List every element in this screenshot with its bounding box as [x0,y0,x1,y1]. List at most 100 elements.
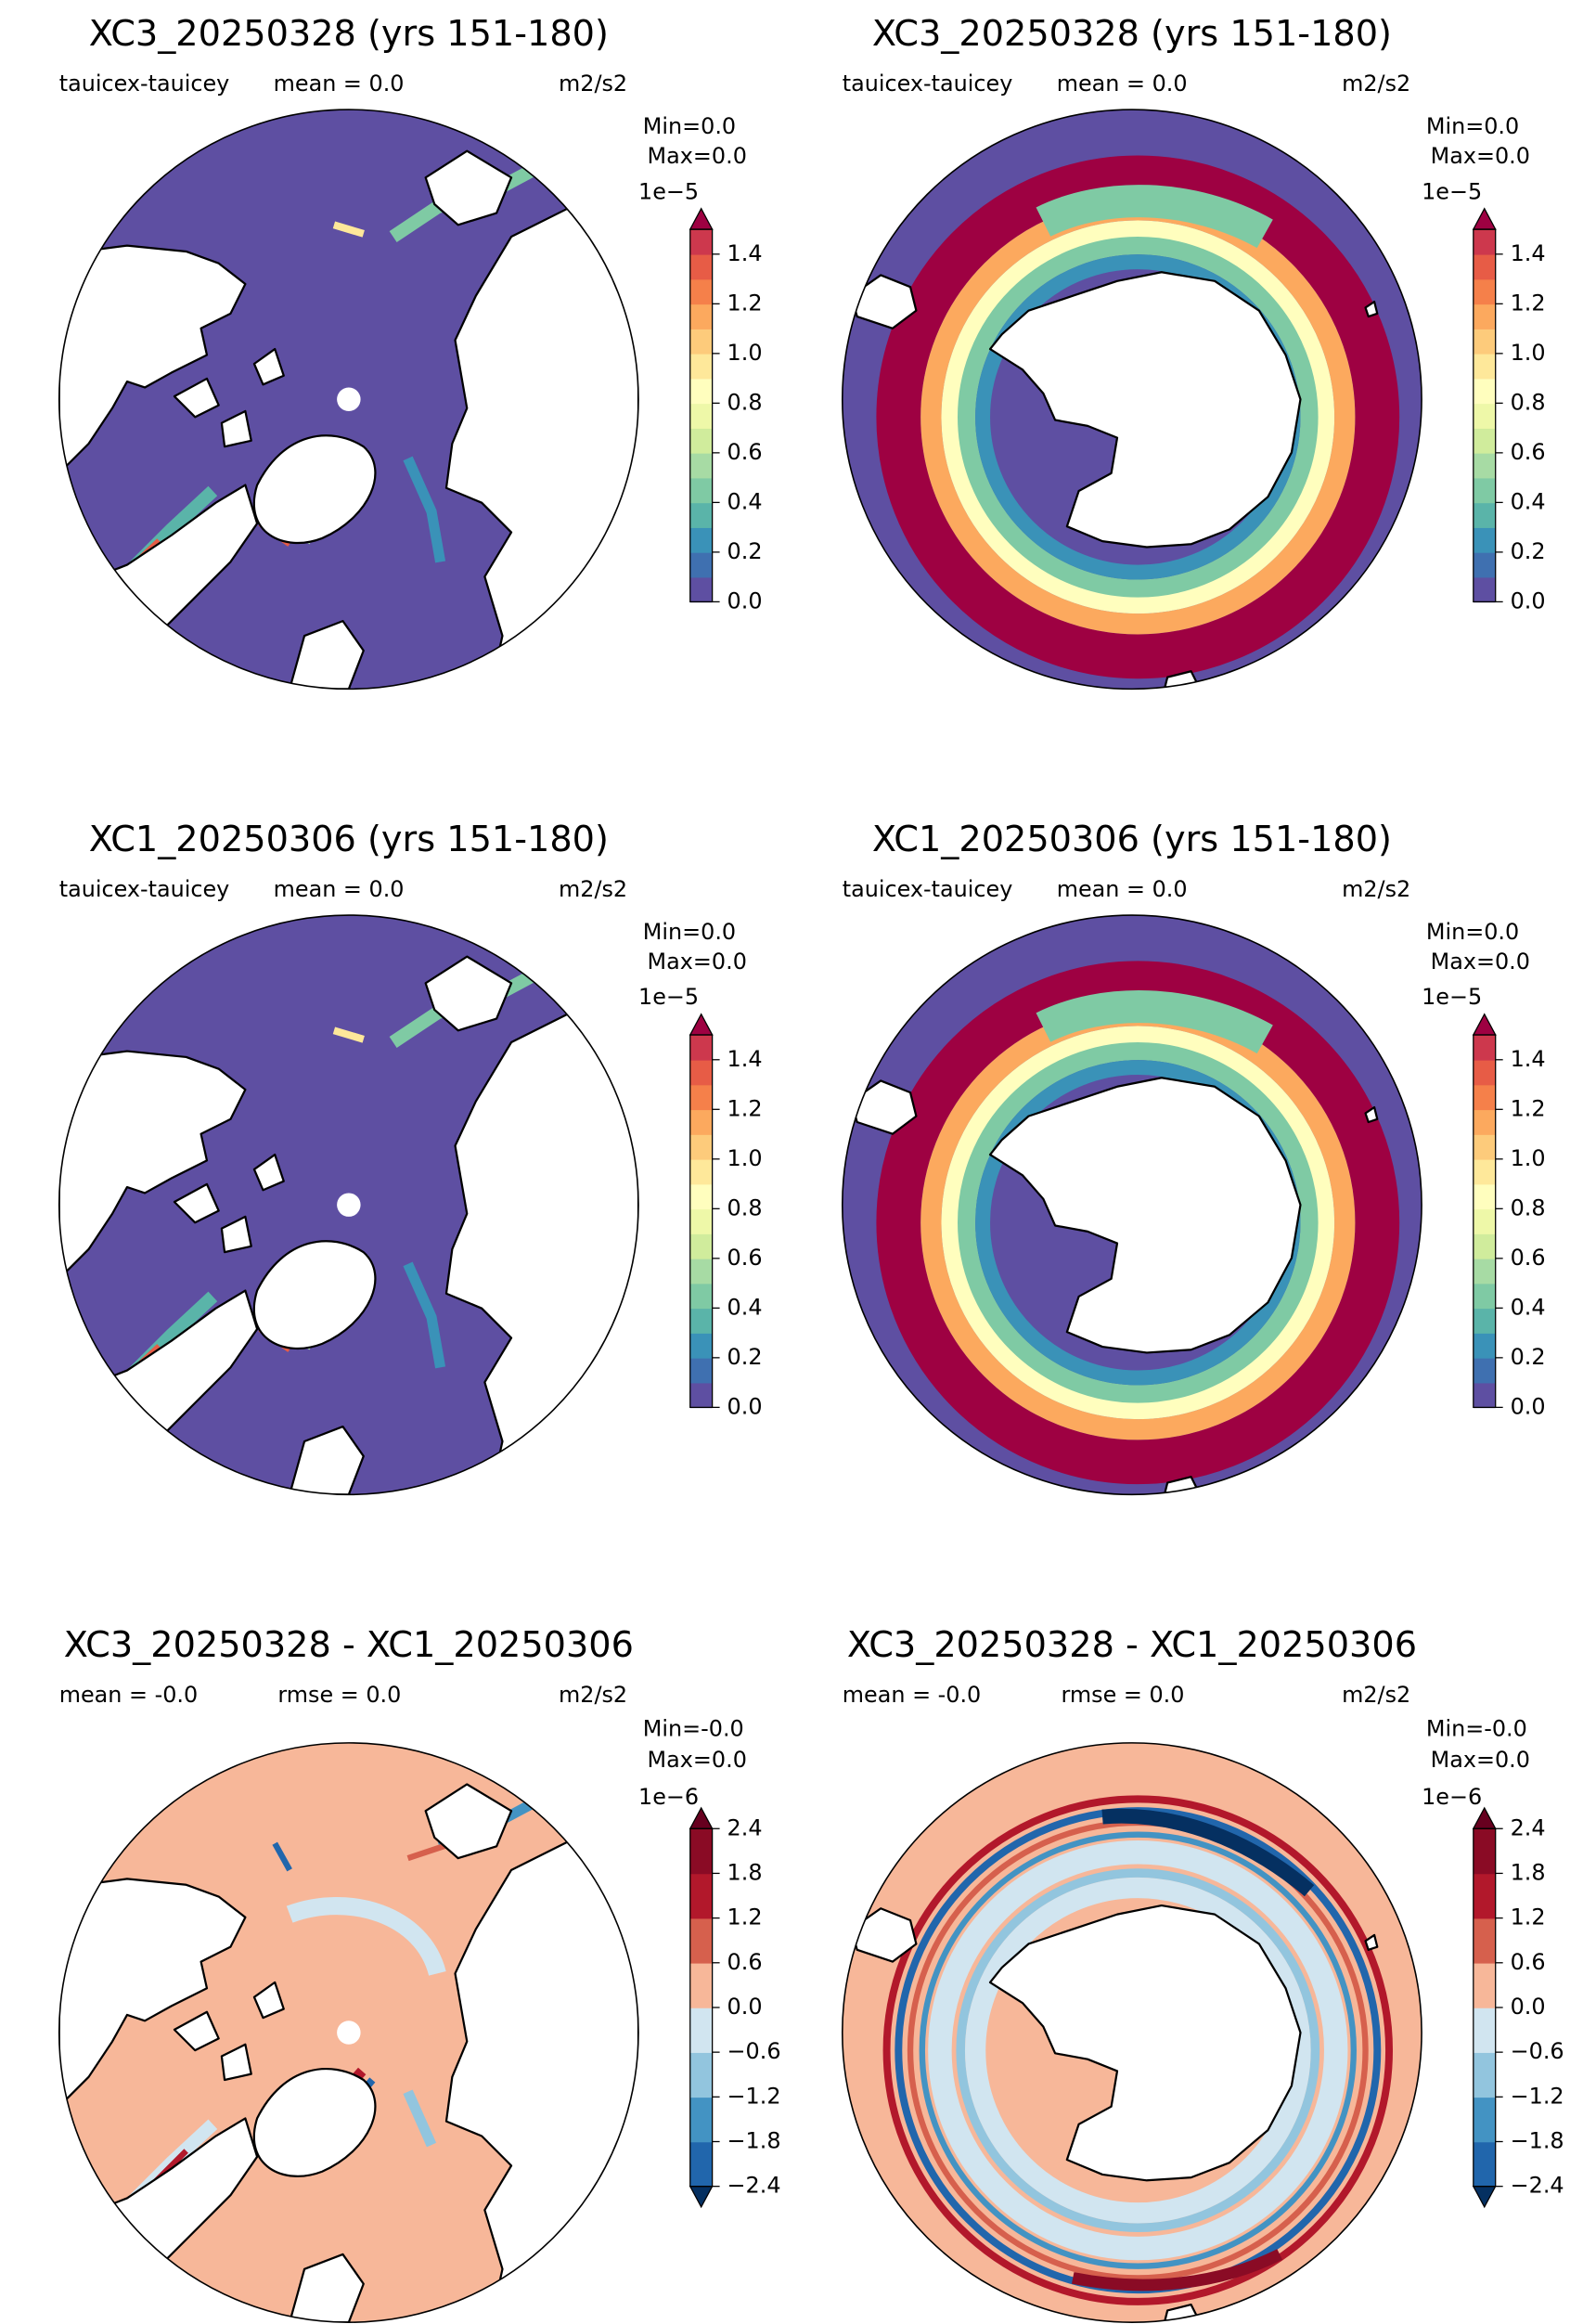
colorbar-tick-label: 0.4 [1511,488,1546,514]
colorbar-band [689,1283,713,1310]
stat-label: rmse = 0.0 [1061,1682,1184,1708]
colorbar-band [689,378,713,405]
colorbar-offset-label: 1e−6 [638,1784,699,1810]
colorbar-tick-label: 0.8 [727,389,763,415]
colorbar-tick-label: 1.4 [727,240,763,266]
colorbar-band [689,1109,713,1135]
polar-map [58,1742,639,2323]
colorbar-band [1473,2097,1496,2143]
colorbar-band [689,428,713,454]
panel: XC1_20250306 (yrs 151-180) tauicex-tauice… [841,820,1546,1496]
colorbar-tick-label: 0.6 [1511,439,1546,465]
colorbar-tick-label: 0.8 [1511,1194,1546,1220]
colorbar-band [1473,2141,1496,2188]
colorbar-tick-label: 0.6 [727,1245,763,1271]
colorbar-extend-max [1472,1806,1497,1829]
panel-title: XC1_20250306 (yrs 151-180) [872,820,1392,860]
colorbar-band [689,576,713,603]
units-label: m2/s2 [1342,71,1410,97]
colorbar-band [689,1962,713,2008]
colorbar-tick-label: 0.2 [727,538,763,564]
colorbar-band [1473,353,1496,380]
min-label: Min=0.0 [1426,113,1519,139]
colorbar-band [1473,502,1496,528]
max-label: Max=0.0 [648,949,747,975]
colorbar-tick-label: −0.6 [727,2038,781,2064]
colorbar-band [689,278,713,305]
colorbar-band [689,2052,713,2098]
colorbar-tick-label: 0.0 [1511,1994,1546,2020]
colorbar-band [689,1333,713,1359]
colorbar-tick-label: 0.6 [727,439,763,465]
panel-title: XC3_20250328 - XC1_20250306 [64,1625,634,1666]
stat-label: mean = 0.0 [1057,71,1188,97]
map-clip [842,110,1422,690]
panel-title: XC3_20250328 (yrs 151-180) [872,14,1392,55]
units-label: m2/s2 [559,1682,627,1708]
colorbar-extend-min [689,2186,714,2209]
colorbar-extend-max [689,1806,714,1829]
colorbar-band [689,1233,713,1259]
colorbar-tick-label: −1.8 [727,2127,781,2153]
colorbar-band [1473,253,1496,280]
colorbar-band [1473,1258,1496,1285]
max-label: Max=0.0 [1431,1747,1530,1773]
colorbar-band [1473,1109,1496,1135]
min-label: Min=-0.0 [1426,1716,1527,1742]
colorbar-tick-label: 1.0 [727,340,763,366]
colorbar-band [689,1134,713,1160]
panel-title: XC1_20250306 (yrs 151-180) [89,820,609,860]
colorbar-band [689,2007,713,2053]
colorbar-tick-label: 1.8 [1511,1859,1546,1885]
colorbar-band [689,1059,713,1086]
colorbar-band [689,1035,713,1061]
colorbar-band [689,2097,713,2143]
colorbar-tick-label: 0.2 [1511,538,1546,564]
colorbar-tick-label: −2.4 [727,2173,781,2199]
panel-title: XC3_20250328 (yrs 151-180) [89,14,609,55]
colorbar-band [1473,2052,1496,2098]
colorbar-band [1473,229,1496,255]
colorbar-frame [689,1034,714,1409]
max-label: Max=0.0 [648,1747,747,1773]
colorbar-tick-label: 1.2 [1511,1904,1546,1930]
colorbar-band [1473,1357,1496,1384]
colorbar-band [689,229,713,255]
colorbar-band [1473,1208,1496,1234]
colorbar-band [689,452,713,479]
map-clip [58,915,638,1495]
colorbar-extend-max [689,207,714,230]
panel-title: XC3_20250328 - XC1_20250306 [847,1625,1417,1666]
colorbar-band [1473,1059,1496,1086]
colorbar-band [689,353,713,380]
panel: XC1_20250306 (yrs 151-180) tauicex-tauice… [58,820,763,1496]
colorbar-offset-label: 1e−5 [638,178,699,204]
colorbar-tick-label: 0.0 [727,1994,763,2020]
colorbar-band [1473,1873,1496,1919]
polar-map [58,914,639,1496]
panel: XC3_20250328 (yrs 151-180) tauicex-tauice… [841,14,1546,691]
colorbar-band [1473,1233,1496,1259]
colorbar-tick-label: 1.2 [1511,1095,1546,1121]
colorbar-band [1473,303,1496,329]
colorbar-tick-label: 0.6 [1511,1245,1546,1271]
colorbar-tick-label: 0.0 [727,1393,763,1419]
colorbar-frame [689,228,714,603]
colorbar-offset-label: 1e−5 [1422,984,1482,1010]
colorbar-tick-label: −1.2 [727,2083,781,2109]
colorbar-offset-label: 1e−5 [1422,178,1482,204]
colorbar-band [1473,1183,1496,1210]
colorbar-tick-label: 0.0 [727,587,763,613]
colorbar-extend-max [1472,1013,1497,1036]
colorbar-tick-label: 0.0 [1511,1393,1546,1419]
units-label: m2/s2 [559,876,627,902]
colorbar-band [1473,2007,1496,2053]
colorbar-tick-label: 1.0 [727,1145,763,1171]
stat-label: mean = 0.0 [274,71,405,97]
map-boundary [58,1742,639,2323]
colorbar-band [689,551,713,578]
colorbar-band [1473,1035,1496,1061]
map-clip [58,110,638,690]
min-label: Min=0.0 [643,113,736,139]
